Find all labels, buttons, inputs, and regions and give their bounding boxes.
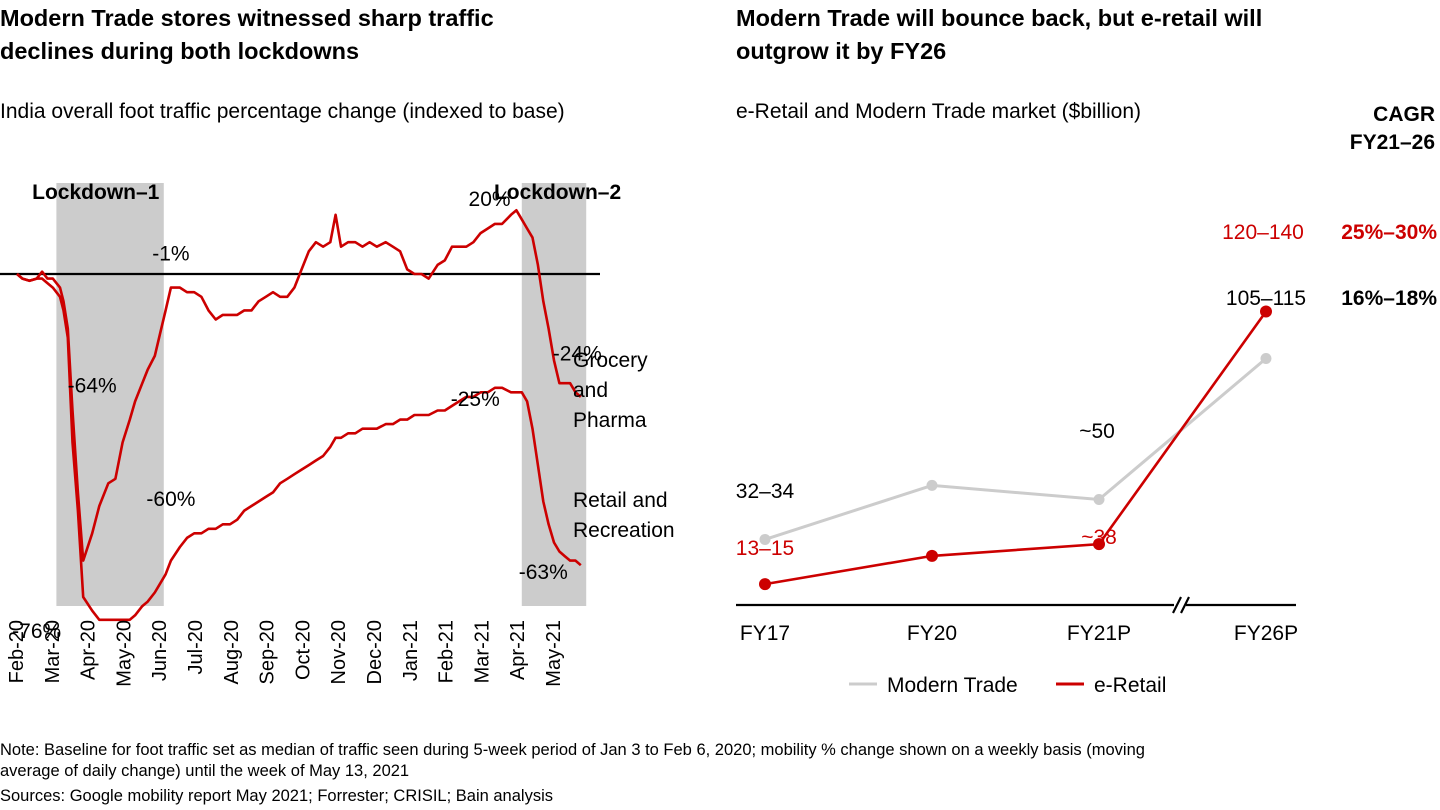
x-tick-fy21p: FY21P [1067, 622, 1131, 645]
modern-trade-label-fy21p: ~50 [1079, 420, 1115, 443]
lockdown-shade-2 [521, 183, 587, 606]
modern-trade-label-fy17: 32–34 [736, 480, 795, 503]
x-tick-fy26p: FY26P [1234, 622, 1298, 645]
modern-trade-point-fy17 [759, 533, 771, 545]
x-tick-may-20: May-20 [113, 620, 135, 687]
e-retail-line [764, 310, 1268, 586]
right-chart-title: Modern Trade will bounce back, but e-ret… [736, 2, 1416, 68]
series-label-1-line-3: Pharma [573, 409, 647, 432]
x-tick-jan-21: Jan-21 [400, 620, 422, 681]
x-tick-feb-20: Feb-20 [6, 620, 28, 683]
sources-line: Sources: Google mobility report May 2021… [0, 787, 553, 805]
x-tick-mar-21: Mar-21 [471, 620, 493, 683]
axis-break-mark-2 [1180, 596, 1190, 614]
x-tick-sep-20: Sep-20 [257, 620, 279, 685]
x-tick-aug-20: Aug-20 [221, 620, 243, 685]
x-tick-jun-20: Jun-20 [149, 620, 171, 681]
annotation-2: Lockdown–2 [494, 181, 621, 204]
x-tick-mar-20: Mar-20 [42, 620, 64, 683]
x-tick-oct-20: Oct-20 [292, 620, 314, 680]
series-label-1-line-2: and [573, 379, 608, 402]
x-tick-fy17: FY17 [740, 622, 790, 645]
right-chart-subtitle: e-Retail and Modern Trade market ($billi… [736, 100, 1142, 123]
e-retail-label-fy21p: ~38 [1081, 526, 1117, 549]
cagr-period: FY21–26 [1349, 131, 1435, 154]
x-tick-jul-20: Jul-20 [185, 620, 207, 674]
foot-traffic-chart: Grocery and Pharma Retail and Recreation Lock… [0, 181, 675, 687]
e-retail-point-fy20 [926, 549, 938, 562]
annotation-10: -63% [519, 561, 568, 584]
legend-label-modern-trade: Modern Trade [887, 674, 1018, 697]
series-label-2-line-2: Recreation [573, 519, 675, 542]
annotation-8: -25% [451, 388, 500, 411]
cagr-modern-trade: 16%–18% [1341, 287, 1437, 310]
x-tick-nov-20: Nov-20 [328, 620, 350, 684]
left-title-line2: declines during both lockdowns [0, 38, 360, 64]
annotation-1: Lockdown–1 [32, 181, 160, 204]
e-retail-point-fy26p [1260, 305, 1272, 318]
x-tick-apr-20: Apr-20 [78, 620, 100, 680]
cagr-e-retail: 25%–30% [1341, 221, 1437, 244]
x-tick-dec-20: Dec-20 [364, 620, 386, 684]
e-retail-point-fy21p [1093, 538, 1105, 551]
axis-break-mark-1 [1172, 596, 1182, 614]
cagr-label: CAGR [1373, 103, 1435, 126]
e-retail-label-fy26p: 120–140 [1222, 221, 1304, 244]
left-chart-title: Modern Trade stores witnessed sharp traf… [0, 2, 680, 68]
legend-label-e-retail: e-Retail [1094, 674, 1166, 697]
x-tick-fy20: FY20 [907, 622, 957, 645]
x-tick-feb-21: Feb-21 [436, 620, 458, 683]
e-retail-point-fy17 [759, 578, 771, 591]
modern-trade-point-fy21p [1093, 494, 1105, 505]
annotation-9: -76% [12, 620, 61, 643]
annotation-5: -24% [553, 342, 602, 365]
modern-trade-line [764, 357, 1267, 541]
annotation-4: -1% [152, 242, 189, 265]
lockdown-shade-1 [56, 183, 164, 606]
left-title-line1: Modern Trade stores witnessed sharp traf… [0, 5, 494, 31]
footnote-line1: Note: Baseline for foot traffic set as m… [0, 741, 1145, 759]
series-line-retail-and-recreation [16, 273, 582, 622]
modern-trade-point-fy20 [926, 479, 938, 491]
annotation-6: -64% [68, 374, 117, 397]
modern-trade-point-fy26p [1260, 353, 1272, 364]
x-tick-apr-21: Apr-21 [507, 620, 529, 680]
right-title-line1: Modern Trade will bounce back, but e-ret… [736, 5, 1263, 31]
annotation-7: -60% [146, 488, 195, 511]
e-retail-label-fy17: 13–15 [736, 537, 794, 560]
left-chart-subtitle: India overall foot traffic percentage ch… [0, 100, 565, 123]
market-size-chart: FY17 FY20 FY21P FY26P 32–34 ~50 105–115 13–15 ~3… [736, 221, 1438, 697]
series-label-1-line-1: Grocery [573, 349, 648, 372]
series-line-grocery-and-pharma [16, 209, 582, 562]
modern-trade-label-fy26p: 105–115 [1226, 287, 1306, 310]
cagr-header: CAGR FY21–26 [1330, 101, 1435, 157]
series-label-2-line-1: Retail and [573, 489, 668, 512]
footnote-line2: average of daily change) until the week … [0, 762, 410, 780]
x-tick-may-21: May-21 [543, 620, 565, 687]
annotation-3: 20% [469, 188, 511, 211]
right-title-line2: outgrow it by FY26 [736, 38, 947, 64]
